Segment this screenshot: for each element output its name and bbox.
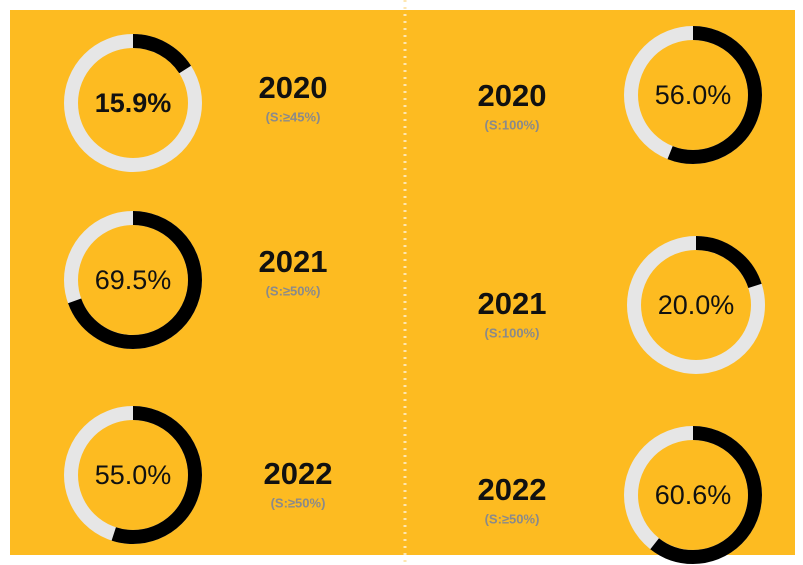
chart-title: 2020	[259, 70, 328, 105]
donut-label: 69.5%	[95, 265, 172, 295]
donut-arc	[64, 211, 202, 349]
donut-arc	[624, 426, 762, 564]
chart-title: 2020	[478, 78, 547, 113]
chart-subtitle: (S:≥50%)	[271, 495, 326, 510]
donut-arc	[64, 34, 202, 172]
chart-subtitle: (S:≥50%)	[485, 511, 540, 526]
donut-label: 60.6%	[655, 480, 732, 510]
chart-subtitle: (S:≥45%)	[266, 109, 321, 124]
donut-arc	[64, 406, 202, 544]
donut-arc	[627, 236, 765, 374]
chart-subtitle: (S:100%)	[485, 325, 540, 340]
chart-title: 2021	[259, 244, 328, 279]
chart-title: 2022	[264, 456, 333, 491]
chart-subtitle: (S:≥50%)	[266, 283, 321, 298]
chart-subtitle: (S:100%)	[485, 117, 540, 132]
panel-background	[10, 10, 795, 555]
donut-label: 56.0%	[655, 80, 732, 110]
donut-arc	[624, 26, 762, 164]
donut-label: 20.0%	[658, 290, 735, 320]
chart-title: 2021	[478, 286, 547, 321]
chart-title: 2022	[478, 472, 547, 507]
donut-label: 15.9%	[95, 88, 172, 118]
donut-label: 55.0%	[95, 460, 172, 490]
